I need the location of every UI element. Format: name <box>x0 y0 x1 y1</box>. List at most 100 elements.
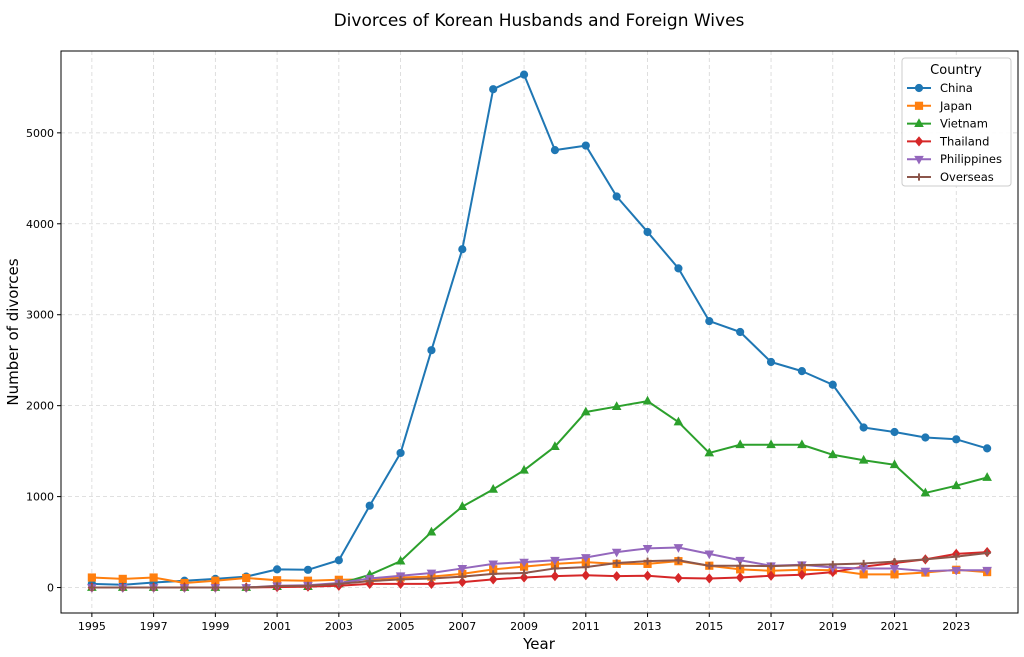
legend-item-philippines: Philippines <box>907 152 1002 166</box>
data-point-overseas <box>242 583 250 592</box>
series-china <box>87 70 992 589</box>
data-point-china <box>766 357 776 367</box>
legend-label-vietnam: Vietnam <box>940 117 988 131</box>
data-point-thailand <box>581 570 591 581</box>
data-point-china <box>550 146 560 155</box>
data-point-vietnam <box>673 416 684 426</box>
data-point-overseas <box>921 555 929 563</box>
data-point-thailand <box>766 570 776 581</box>
legend-label-philippines: Philippines <box>940 152 1002 166</box>
data-point-overseas <box>150 583 158 592</box>
series-philippines <box>87 544 992 593</box>
series-line-vietnam <box>91 400 988 589</box>
y-tick-label: 0 <box>47 582 54 595</box>
data-point-philippines <box>488 560 498 570</box>
data-point-overseas <box>396 575 405 583</box>
data-point-philippines <box>550 556 560 566</box>
data-point-china <box>396 448 405 458</box>
data-point-philippines <box>581 554 591 563</box>
data-point-china <box>736 327 745 337</box>
data-point-overseas <box>582 563 590 571</box>
x-tick-label: 2019 <box>819 620 847 633</box>
data-point-overseas <box>551 564 559 573</box>
legend-marker-thailand <box>914 136 924 147</box>
data-point-thailand <box>643 570 652 581</box>
data-point-china <box>427 346 436 355</box>
data-point-china <box>612 192 621 201</box>
legend-item-japan: Japan <box>907 99 972 113</box>
data-point-thailand <box>427 578 436 590</box>
series-line-philippines <box>91 546 988 589</box>
data-point-china <box>458 245 467 254</box>
data-point-overseas <box>520 569 528 577</box>
series-line-overseas <box>91 551 988 589</box>
data-point-china <box>334 556 343 565</box>
data-point-china <box>365 501 374 510</box>
data-point-vietnam <box>766 439 776 449</box>
data-point-vietnam <box>827 449 838 459</box>
data-point-overseas <box>335 580 343 588</box>
data-point-vietnam <box>982 472 992 481</box>
legend-box <box>901 57 1012 187</box>
data-point-china <box>272 565 282 574</box>
data-point-philippines <box>982 566 992 576</box>
data-point-philippines <box>611 548 622 558</box>
y-tick-label: 2000 <box>26 400 54 413</box>
data-point-thailand <box>550 571 560 582</box>
legend-marker-philippines <box>914 155 924 165</box>
data-point-vietnam <box>519 464 529 474</box>
data-point-thailand <box>612 571 621 582</box>
x-tick-label: 2011 <box>572 620 600 633</box>
data-point-overseas <box>674 556 683 564</box>
data-point-overseas <box>489 570 497 578</box>
data-point-china <box>303 565 313 574</box>
data-point-overseas <box>798 561 806 569</box>
legend-title: Country <box>930 63 982 78</box>
data-point-philippines <box>673 544 684 553</box>
data-point-philippines <box>704 550 715 560</box>
y-tick-label: 1000 <box>26 491 54 504</box>
x-tick-label: 2003 <box>325 620 353 633</box>
x-tick-label: 2015 <box>695 620 723 633</box>
x-tick-label: 1995 <box>78 620 106 633</box>
data-point-philippines <box>735 556 745 566</box>
data-point-china <box>797 367 807 376</box>
y-tick-label: 5000 <box>26 127 54 140</box>
x-tick-label: 1999 <box>201 620 229 633</box>
data-point-overseas <box>767 562 775 570</box>
legend-items: China Japan Vietnam Thailand Philippines Over… <box>907 81 1002 184</box>
data-point-china <box>983 444 992 453</box>
data-point-thailand <box>674 572 683 584</box>
y-tick-label: 4000 <box>26 218 54 231</box>
data-point-china <box>952 435 961 444</box>
data-point-vietnam <box>488 483 498 493</box>
data-point-vietnam <box>395 555 406 565</box>
legend: Country China Japan Vietnam Thailand Philipp… <box>901 57 1012 187</box>
series-overseas <box>88 549 991 592</box>
data-point-thailand <box>458 576 467 588</box>
data-point-china <box>489 85 498 94</box>
x-tick-label: 2009 <box>510 620 538 633</box>
data-point-thailand <box>705 573 714 584</box>
legend-label-japan: Japan <box>939 99 972 113</box>
series-line-china <box>91 73 988 586</box>
data-point-overseas <box>705 562 713 570</box>
data-point-thailand <box>488 574 498 585</box>
data-point-overseas <box>273 582 281 590</box>
data-point-overseas <box>983 549 991 557</box>
legend-marker-japan <box>914 101 924 110</box>
data-point-overseas <box>952 553 960 561</box>
legend-marker-china <box>914 83 924 93</box>
data-point-china <box>859 423 868 432</box>
data-point-overseas <box>211 583 219 592</box>
legend-item-china: China <box>907 81 973 95</box>
data-point-overseas <box>119 583 127 592</box>
series-layer <box>87 70 992 593</box>
data-point-china <box>921 433 930 442</box>
data-point-china <box>519 70 529 79</box>
x-tick-label: 2017 <box>757 620 785 633</box>
data-point-philippines <box>951 566 962 576</box>
data-point-vietnam <box>704 447 715 457</box>
data-point-vietnam <box>642 395 653 405</box>
